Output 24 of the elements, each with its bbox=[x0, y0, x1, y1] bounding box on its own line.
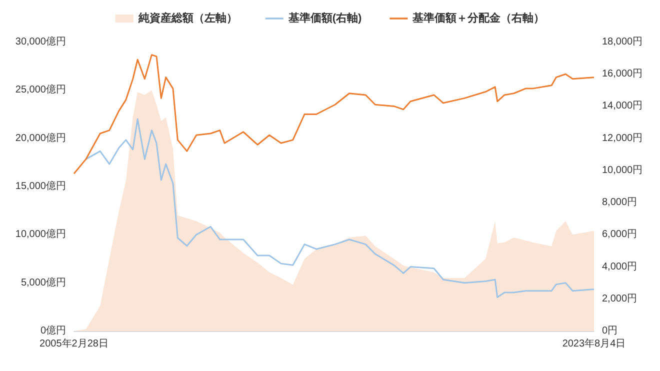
x-tick-label: 2023年8月4日 bbox=[562, 338, 626, 350]
x-tick-label: 2005年2月28日 bbox=[40, 338, 108, 350]
y2-tick-label: 14,000円 bbox=[602, 100, 643, 112]
y2-tick-label: 8,000円 bbox=[602, 197, 638, 208]
y2-tick-label: 6,000円 bbox=[602, 229, 638, 240]
y2-tick-label: 10,000円 bbox=[602, 164, 643, 176]
y-tick-label: 25,000億円 bbox=[15, 84, 66, 96]
y2-tick-label: 4,000円 bbox=[602, 261, 638, 272]
legend-label: 純資産総額（左軸） bbox=[137, 12, 238, 24]
y2-tick-label: 2,000円 bbox=[602, 293, 638, 304]
y-tick-label: 5,000億円 bbox=[20, 276, 66, 288]
line-series bbox=[73, 54, 595, 174]
y-tick-label: 20,000億円 bbox=[15, 132, 66, 144]
y2-tick-label: 16,000円 bbox=[602, 68, 643, 80]
y-tick-label: 30,000億円 bbox=[15, 36, 66, 48]
y-tick-label: 0億円 bbox=[40, 324, 66, 336]
legend-label: 基準価額(右軸) bbox=[287, 12, 362, 24]
y2-tick-label: 0円 bbox=[602, 326, 618, 336]
legend-label: 基準価額＋分配金（右軸） bbox=[412, 12, 545, 24]
y-tick-label: 15,000億円 bbox=[15, 180, 66, 192]
y2-tick-label: 12,000円 bbox=[602, 132, 643, 144]
y-tick-label: 10,000億円 bbox=[15, 228, 66, 240]
line-series bbox=[85, 118, 595, 298]
y2-tick-label: 18,000円 bbox=[602, 36, 643, 48]
